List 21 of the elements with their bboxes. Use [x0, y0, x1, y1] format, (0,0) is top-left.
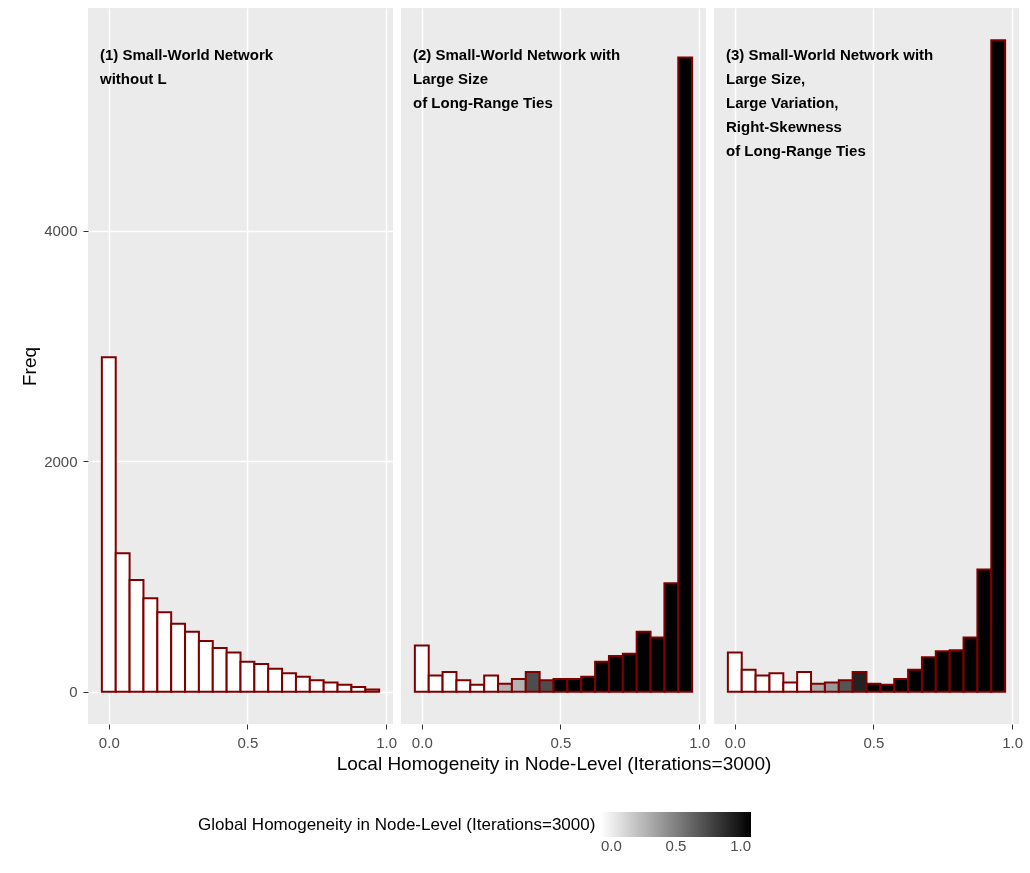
x-tick-label: 0.0	[411, 733, 433, 751]
y-tick-label: 2000	[44, 452, 78, 470]
x-tick-label: 0.5	[863, 733, 885, 751]
x-tick-label: 0.5	[237, 733, 259, 751]
annotation: (3) Small-World Network with Large Size, Large Variation, Right-Skewness of Long-Range Ties	[726, 46, 934, 159]
x-tick-label: 0.0	[724, 733, 746, 751]
x-tick-label: 1.0	[376, 733, 397, 751]
x-tick-label: 1.0	[689, 733, 710, 751]
x-tick-label: 1.0	[1002, 733, 1023, 751]
color-bar-title: Global Homogeneity in Node-Level (Iterations=3000)	[198, 815, 596, 834]
y-axis-title: Freq	[19, 346, 41, 387]
annotation: (1) Small-World Network without L	[99, 46, 274, 87]
y-tick-label: 4000	[44, 222, 78, 240]
color-bar-label: 0.0	[601, 837, 622, 854]
x-tick-label: 0.5	[550, 733, 572, 751]
y-tick-label: 0	[69, 683, 78, 701]
x-tick-label: 0.0	[98, 733, 120, 751]
annotation: (2) Small-World Network with Large Size of Long-Range Ties	[413, 46, 621, 111]
color-bar-label: 1.0	[730, 837, 751, 854]
x-axis-title: Local Homogeneity in Node-Level (Iterations=3000)	[336, 752, 772, 774]
color-bar-label: 0.5	[665, 837, 687, 854]
